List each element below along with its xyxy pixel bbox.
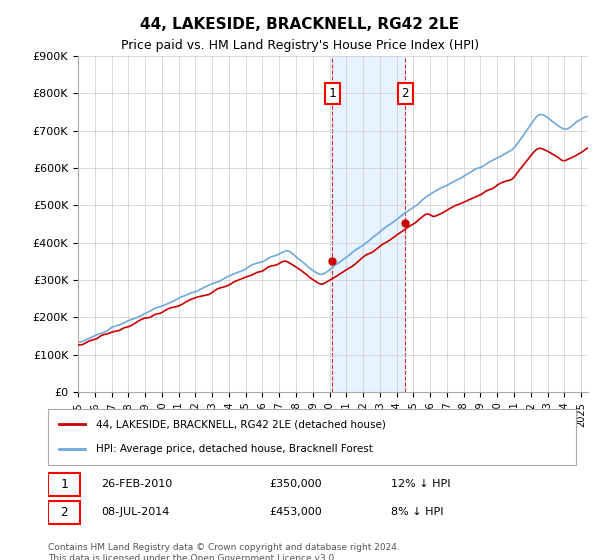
FancyBboxPatch shape (48, 473, 80, 496)
Text: 2: 2 (401, 87, 409, 100)
Text: HPI: Average price, detached house, Bracknell Forest: HPI: Average price, detached house, Brac… (95, 444, 373, 454)
Text: Price paid vs. HM Land Registry's House Price Index (HPI): Price paid vs. HM Land Registry's House … (121, 39, 479, 52)
Text: 8% ↓ HPI: 8% ↓ HPI (391, 507, 444, 517)
Text: 1: 1 (60, 478, 68, 491)
Text: 44, LAKESIDE, BRACKNELL, RG42 2LE (detached house): 44, LAKESIDE, BRACKNELL, RG42 2LE (detac… (95, 419, 385, 430)
Text: Contains HM Land Registry data © Crown copyright and database right 2024.
This d: Contains HM Land Registry data © Crown c… (48, 543, 400, 560)
Text: £350,000: £350,000 (270, 479, 322, 489)
Text: 1: 1 (328, 87, 336, 100)
Bar (332, 56, 405, 392)
Text: 2: 2 (60, 506, 68, 519)
FancyBboxPatch shape (48, 501, 80, 524)
Text: 44, LAKESIDE, BRACKNELL, RG42 2LE: 44, LAKESIDE, BRACKNELL, RG42 2LE (140, 17, 460, 32)
FancyBboxPatch shape (48, 409, 576, 465)
Text: £453,000: £453,000 (270, 507, 323, 517)
Text: 26-FEB-2010: 26-FEB-2010 (101, 479, 172, 489)
Text: 08-JUL-2014: 08-JUL-2014 (101, 507, 169, 517)
Text: 12% ↓ HPI: 12% ↓ HPI (391, 479, 451, 489)
